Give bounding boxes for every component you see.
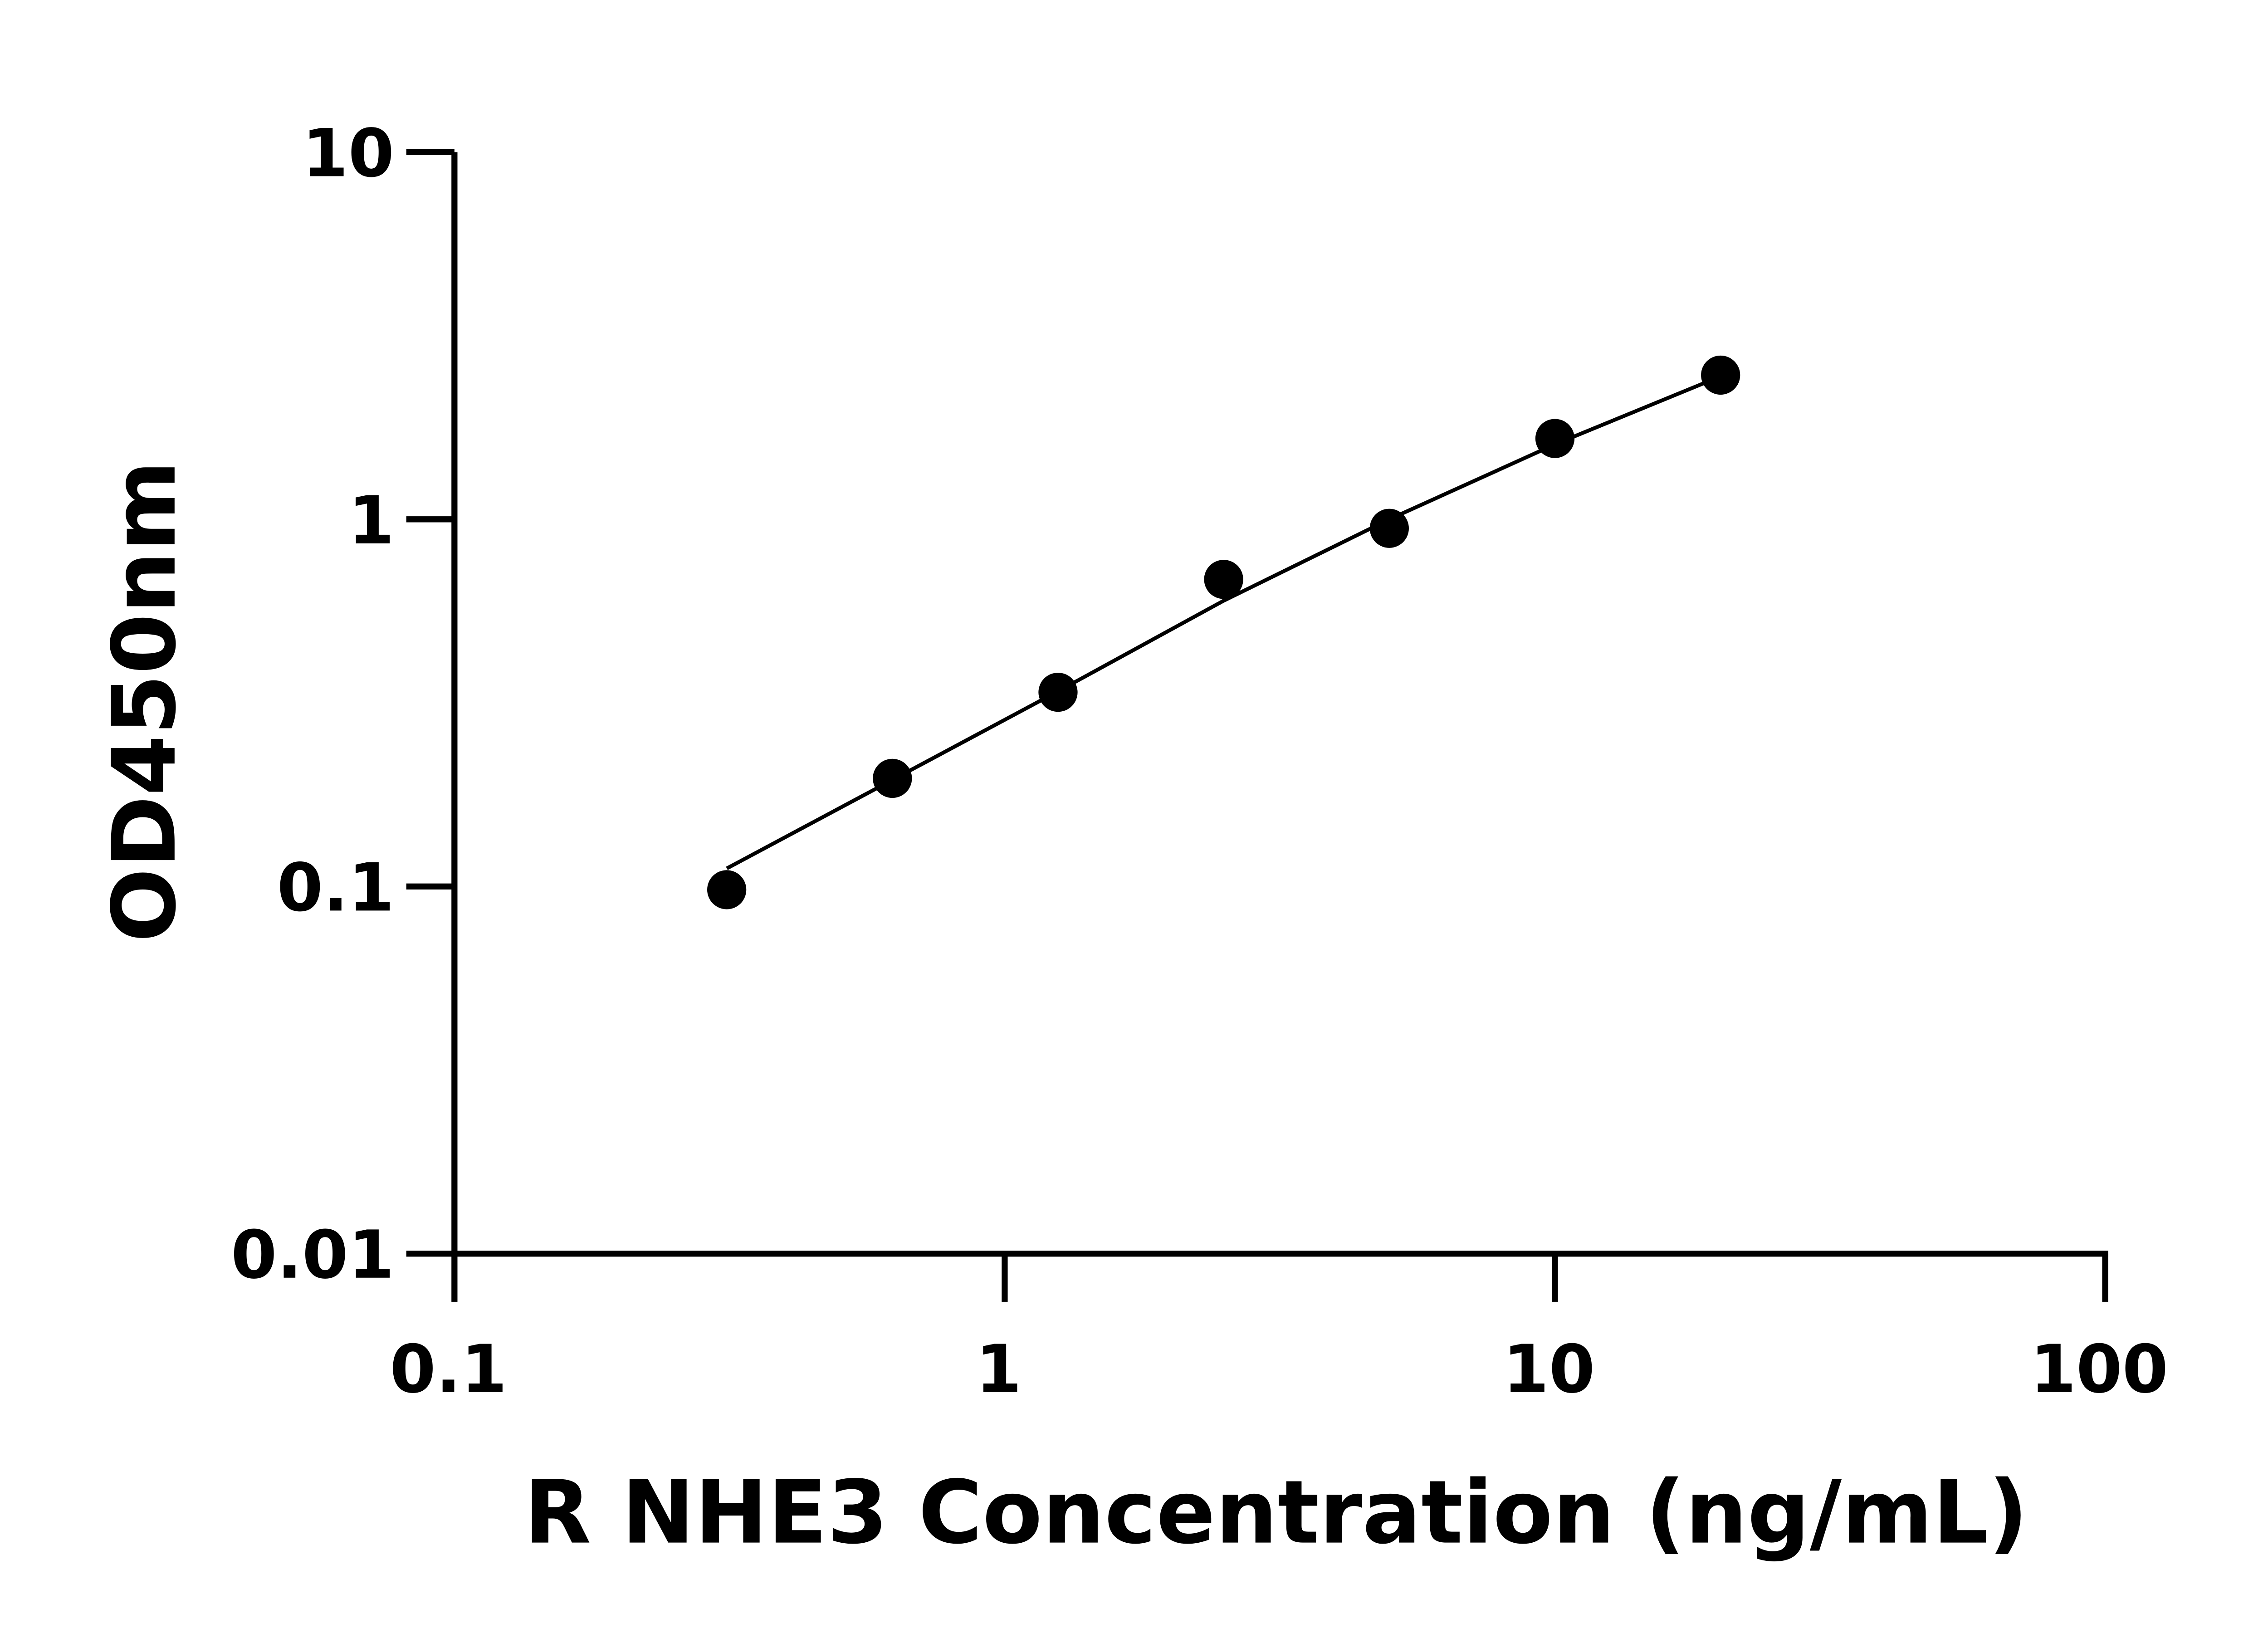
x-tick-label: 100 <box>2030 1331 2168 1408</box>
data-point <box>1369 508 1409 548</box>
data-point <box>1535 419 1575 458</box>
x-tick-label: 10 <box>1503 1331 1595 1408</box>
y-tick-label: 10 <box>302 115 394 192</box>
y-tick-label: 0.1 <box>277 850 395 926</box>
x-axis-label: R NHE3 Concentration (ng/mL) <box>524 1462 2028 1564</box>
y-tick-label: 1 <box>348 483 395 559</box>
data-points <box>707 355 1740 909</box>
axes: 0.1 1 10 100 0.01 0.1 1 10 <box>231 115 2168 1408</box>
data-point <box>873 758 912 798</box>
fit-curve <box>726 374 1721 870</box>
data-point <box>707 870 747 909</box>
x-tick-label: 1 <box>976 1331 1022 1408</box>
data-point <box>1038 673 1078 712</box>
data-point <box>1701 355 1740 395</box>
y-axis-label: OD450nm <box>94 460 196 942</box>
fit-curve-group <box>726 374 1721 870</box>
x-tick-label: 0.1 <box>390 1331 507 1408</box>
y-tick-label: 0.01 <box>231 1217 394 1294</box>
data-point <box>1204 560 1243 599</box>
